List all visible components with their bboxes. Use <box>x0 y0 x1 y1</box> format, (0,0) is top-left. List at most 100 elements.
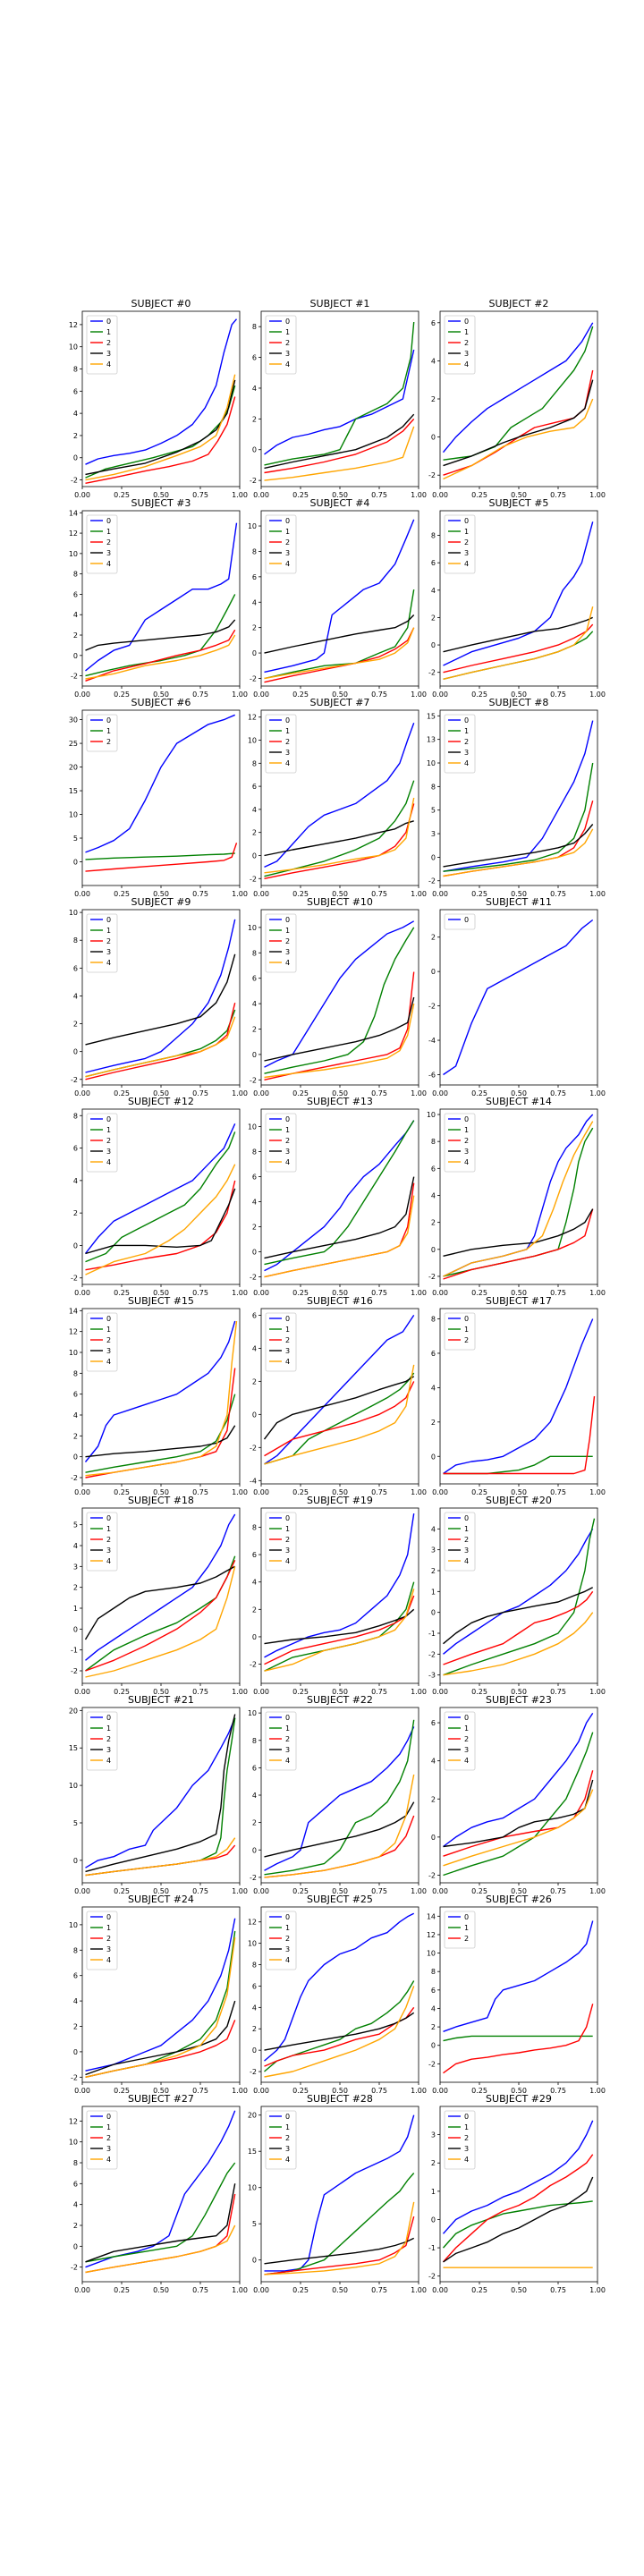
x-tick-label: 0.50 <box>511 1089 527 1097</box>
y-tick-label: 8 <box>431 1138 436 1146</box>
y-tick-label: 2 <box>73 2023 78 2031</box>
legend-box <box>86 714 118 752</box>
legend-label: 2 <box>106 2134 111 2142</box>
y-tick-label: 0 <box>431 1453 436 1461</box>
subplot-27: SUBJECT #270.00 0.25 0.50 0.75 1.00-20246810… <box>69 2093 248 2294</box>
x-tick-label: 0.25 <box>471 1289 487 1297</box>
legend-label: 1 <box>464 1924 469 1932</box>
subplot-title: SUBJECT #25 <box>307 1894 373 1905</box>
y-tick-label: -2 <box>71 2264 78 2272</box>
series-line-0 <box>443 1713 594 1848</box>
y-tick-label: 10 <box>248 522 257 530</box>
subplot-7: SUBJECT #70.00 0.25 0.50 0.75 1.00-202468101… <box>248 697 427 898</box>
legend-label: 2 <box>285 738 290 746</box>
x-tick-label: 0.50 <box>153 1887 169 1895</box>
series-line-3 <box>85 2000 236 2076</box>
series-line-4 <box>264 1003 415 1079</box>
legend-label: 3 <box>106 1148 111 1156</box>
x-tick-label: 0.00 <box>432 2087 448 2095</box>
subplot-title: SUBJECT #11 <box>486 896 552 908</box>
y-tick-label: -6 <box>428 1071 436 1079</box>
y-tick-label: 8 <box>252 1148 257 1157</box>
y-tick-label: 4 <box>431 1758 436 1766</box>
subplot-title: SUBJECT #14 <box>486 1096 552 1107</box>
subplot-title: SUBJECT #29 <box>486 2093 552 2105</box>
x-tick-label: 1.00 <box>411 890 427 898</box>
x-tick-label: 0.75 <box>192 691 208 699</box>
legend-label: 2 <box>464 538 469 547</box>
y-tick-label: 8 <box>431 1316 436 1324</box>
x-tick-label: 0.00 <box>74 1688 90 1696</box>
series-line-2 <box>264 1182 415 1278</box>
y-tick-label: -2 <box>71 1076 78 1084</box>
y-tick-label: 6 <box>252 1764 257 1772</box>
legend-label: 4 <box>285 360 290 369</box>
y-tick-label: 2 <box>431 614 436 622</box>
legend-label: 0 <box>106 2113 111 2121</box>
series-line-0 <box>443 521 594 666</box>
legend-label: 1 <box>464 1724 469 1733</box>
series-line-3 <box>264 614 415 654</box>
legend-label: 1 <box>464 1525 469 1533</box>
legend-box <box>86 1911 118 1970</box>
x-tick-label: 1.00 <box>411 1688 427 1696</box>
x-tick-label: 0.50 <box>332 890 348 898</box>
x-tick-label: 0.50 <box>332 2286 348 2294</box>
y-tick-label: 6 <box>431 1719 436 1727</box>
legend-box <box>86 2110 118 2170</box>
legend-label: 3 <box>285 1746 290 1754</box>
legend-label: 2 <box>464 738 469 746</box>
subplot-title: SUBJECT #21 <box>128 1694 194 1706</box>
x-tick-label: 0.00 <box>432 491 448 499</box>
series-line-3 <box>443 1208 594 1257</box>
x-tick-label: 0.75 <box>550 2087 566 2095</box>
y-tick-label: 8 <box>73 366 78 374</box>
x-tick-label: 0.50 <box>332 1289 348 1297</box>
x-tick-label: 0.00 <box>253 1289 269 1297</box>
y-tick-label: 0 <box>252 1051 257 1059</box>
y-tick-label: -2 <box>250 875 257 883</box>
x-tick-label: 0.75 <box>371 691 387 699</box>
series-line-1 <box>264 1581 415 1672</box>
y-tick-label: 10 <box>248 924 257 932</box>
y-tick-label: 6 <box>73 1145 78 1153</box>
legend-label: 3 <box>464 1546 469 1555</box>
subplot-title: SUBJECT #17 <box>486 1295 552 1307</box>
y-tick-label: 8 <box>73 571 78 579</box>
x-tick-label: 0.25 <box>471 491 487 499</box>
legend-box <box>86 1512 118 1572</box>
series-line-0 <box>85 1717 236 1868</box>
legend-label: 0 <box>285 1315 290 1323</box>
y-tick-label: -2 <box>71 1667 78 1675</box>
subplot-25: SUBJECT #250.00 0.25 0.50 0.75 1.00-20246810… <box>248 1894 427 2095</box>
y-tick-label: -2 <box>428 1003 436 1011</box>
x-tick-label: 0.00 <box>432 691 448 699</box>
series-line-1 <box>85 2162 236 2263</box>
x-tick-label: 0.50 <box>332 691 348 699</box>
x-tick-label: 0.50 <box>153 2286 169 2294</box>
legend-box <box>444 1512 476 1572</box>
x-tick-label: 0.25 <box>292 1488 309 1496</box>
y-tick-label: 5 <box>73 835 78 843</box>
y-tick-label: 10 <box>427 1111 436 1119</box>
legend-label: 2 <box>285 937 290 945</box>
x-tick-label: 0.50 <box>153 1089 169 1097</box>
x-tick-label: 0.50 <box>153 890 169 898</box>
series-line-0 <box>85 919 236 1073</box>
x-tick-label: 0.00 <box>253 491 269 499</box>
x-tick-label: 0.25 <box>292 2087 309 2095</box>
legend-label: 4 <box>464 1158 469 1166</box>
series-line-0 <box>264 1912 415 2062</box>
x-tick-label: 0.75 <box>192 2286 208 2294</box>
y-tick-label: -2 <box>428 2273 436 2281</box>
series-line-4 <box>264 1986 415 2078</box>
legend-label: 4 <box>285 1956 290 1964</box>
legend-box <box>86 514 118 574</box>
subplot-19: SUBJECT #19 0.00 0.25 0.50 0.75 1.00 -2 0 2 4 6 8 0 1… <box>250 1495 427 1696</box>
y-tick-label: 10 <box>69 1349 78 1357</box>
y-tick-label: 4 <box>252 1000 257 1008</box>
legend-label: 2 <box>285 1336 290 1344</box>
y-tick-label: 5 <box>431 807 436 815</box>
legend-label: 0 <box>285 716 290 724</box>
legend-label: 4 <box>464 560 469 568</box>
